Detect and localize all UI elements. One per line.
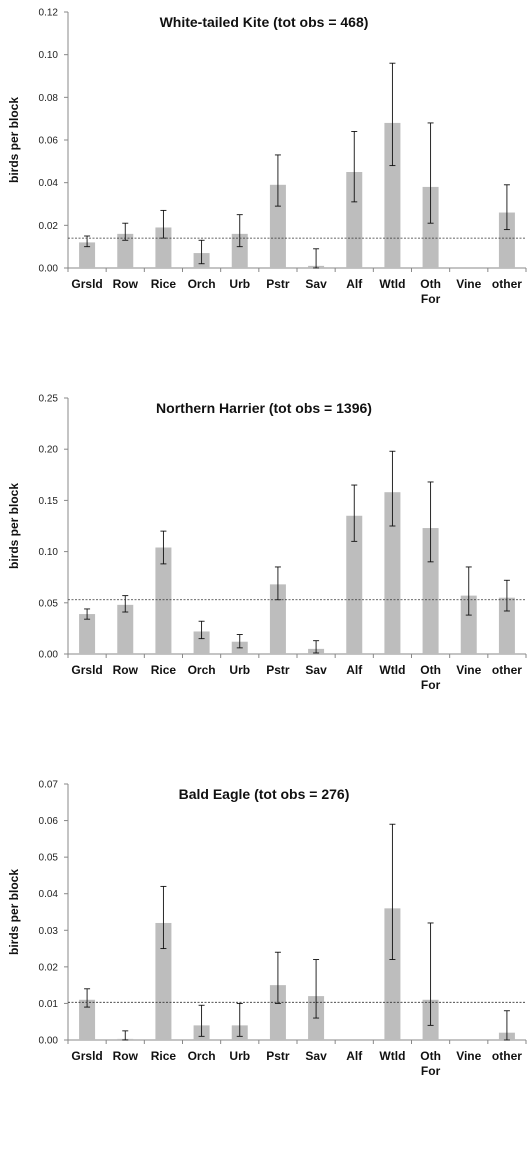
x-tick-label: Urb [229, 1049, 250, 1063]
y-tick-label: 0.06 [39, 136, 59, 147]
x-tick-label: Rice [151, 277, 177, 291]
x-tick-label: Rice [151, 663, 177, 677]
chart-title: White-tailed Kite (tot obs = 468) [160, 14, 369, 30]
bar-oth-for [422, 186, 439, 268]
bar-other [498, 597, 515, 654]
y-axis-label: birds per block [7, 869, 21, 955]
bar-row [117, 233, 134, 268]
bar-rice [155, 227, 172, 268]
y-tick-label: 0.06 [39, 816, 59, 827]
y-axis-label: birds per block [7, 483, 21, 569]
y-tick-label: 0.08 [39, 93, 59, 104]
x-tick-label: Orch [188, 1049, 216, 1063]
bar-other [498, 212, 515, 268]
x-tick-label: Oth [420, 1049, 441, 1063]
y-tick-label: 0.15 [39, 496, 59, 507]
x-tick-label: For [421, 1064, 441, 1078]
x-tick-label: Oth [420, 277, 441, 291]
bar-row [117, 604, 134, 654]
x-tick-label: Wtld [379, 663, 405, 677]
chart-northern-harrier: Northern Harrier (tot obs = 1396) birds p… [7, 394, 527, 692]
y-tick-label: 0.00 [39, 1036, 59, 1047]
bar-rice [155, 922, 172, 1040]
bar-urb [231, 233, 248, 268]
x-tick-label: Grsld [71, 1049, 102, 1063]
chart-white-tailed-kite: White-tailed Kite (tot obs = 468) birds p… [7, 8, 527, 306]
chart-bald-eagle: Bald Eagle (tot obs = 276) birds per bloc… [7, 780, 527, 1078]
x-tick-label: Pstr [266, 277, 290, 291]
x-tick-label: other [492, 1049, 522, 1063]
y-tick-label: 0.00 [39, 264, 59, 275]
x-tick-label: Urb [229, 277, 250, 291]
bar-wtld [384, 492, 401, 654]
chart-title: Northern Harrier (tot obs = 1396) [156, 400, 372, 416]
bar-grsld [79, 999, 96, 1040]
x-tick-label: Row [113, 663, 139, 677]
x-tick-label: Sav [305, 277, 327, 291]
y-tick-label: 0.02 [39, 962, 59, 973]
x-tick-label: Row [113, 1049, 139, 1063]
bar-alf [346, 172, 363, 268]
bar-pstr [269, 985, 286, 1040]
chart-title: Bald Eagle (tot obs = 276) [179, 786, 350, 802]
chart-panel-white-tailed-kite: White-tailed Kite (tot obs = 468) birds p… [0, 0, 531, 386]
x-tick-label: Rice [151, 1049, 177, 1063]
x-tick-label: Grsld [71, 663, 102, 677]
y-tick-label: 0.07 [39, 780, 59, 791]
y-axis-label: birds per block [7, 97, 21, 183]
x-tick-label: Pstr [266, 1049, 290, 1063]
bar-orch [193, 631, 210, 654]
x-tick-label: Vine [456, 277, 481, 291]
y-tick-label: 0.03 [39, 926, 59, 937]
x-tick-label: Wtld [379, 277, 405, 291]
y-tick-label: 0.10 [39, 547, 59, 558]
y-tick-label: 0.12 [39, 8, 59, 19]
bar-wtld [384, 908, 401, 1040]
x-tick-label: For [421, 678, 441, 692]
y-tick-label: 0.04 [39, 889, 59, 900]
bar-alf [346, 515, 363, 654]
x-tick-label: other [492, 277, 522, 291]
y-tick-label: 0.25 [39, 394, 59, 405]
bar-grsld [79, 242, 96, 268]
bar-pstr [269, 184, 286, 268]
y-tick-label: 0.20 [39, 445, 59, 456]
x-tick-label: Sav [305, 663, 327, 677]
x-tick-label: Alf [346, 277, 363, 291]
y-tick-label: 0.10 [39, 50, 59, 61]
x-tick-label: Orch [188, 663, 216, 677]
x-tick-label: Orch [188, 277, 216, 291]
x-tick-label: Row [113, 277, 139, 291]
x-tick-label: Urb [229, 663, 250, 677]
chart-panel-northern-harrier: Northern Harrier (tot obs = 1396) birds p… [0, 386, 531, 772]
bar-vine [460, 595, 477, 654]
x-tick-label: Oth [420, 663, 441, 677]
x-tick-label: Wtld [379, 1049, 405, 1063]
x-tick-label: Alf [346, 1049, 363, 1063]
y-tick-label: 0.01 [39, 999, 59, 1010]
x-tick-label: other [492, 663, 522, 677]
bar-grsld [79, 614, 96, 654]
x-tick-label: Sav [305, 1049, 327, 1063]
x-tick-label: Alf [346, 663, 363, 677]
x-tick-label: Vine [456, 1049, 481, 1063]
y-tick-label: 0.04 [39, 178, 59, 189]
chart-panel-bald-eagle: Bald Eagle (tot obs = 276) birds per bloc… [0, 772, 531, 1158]
x-tick-label: For [421, 292, 441, 306]
y-tick-label: 0.02 [39, 221, 59, 232]
y-tick-label: 0.05 [39, 853, 59, 864]
bar-rice [155, 547, 172, 654]
x-tick-label: Pstr [266, 663, 290, 677]
bar-oth-for [422, 528, 439, 654]
y-tick-label: 0.00 [39, 650, 59, 661]
x-tick-label: Vine [456, 663, 481, 677]
bar-pstr [269, 584, 286, 654]
x-tick-label: Grsld [71, 277, 102, 291]
y-tick-label: 0.05 [39, 598, 59, 609]
bar-wtld [384, 122, 401, 268]
